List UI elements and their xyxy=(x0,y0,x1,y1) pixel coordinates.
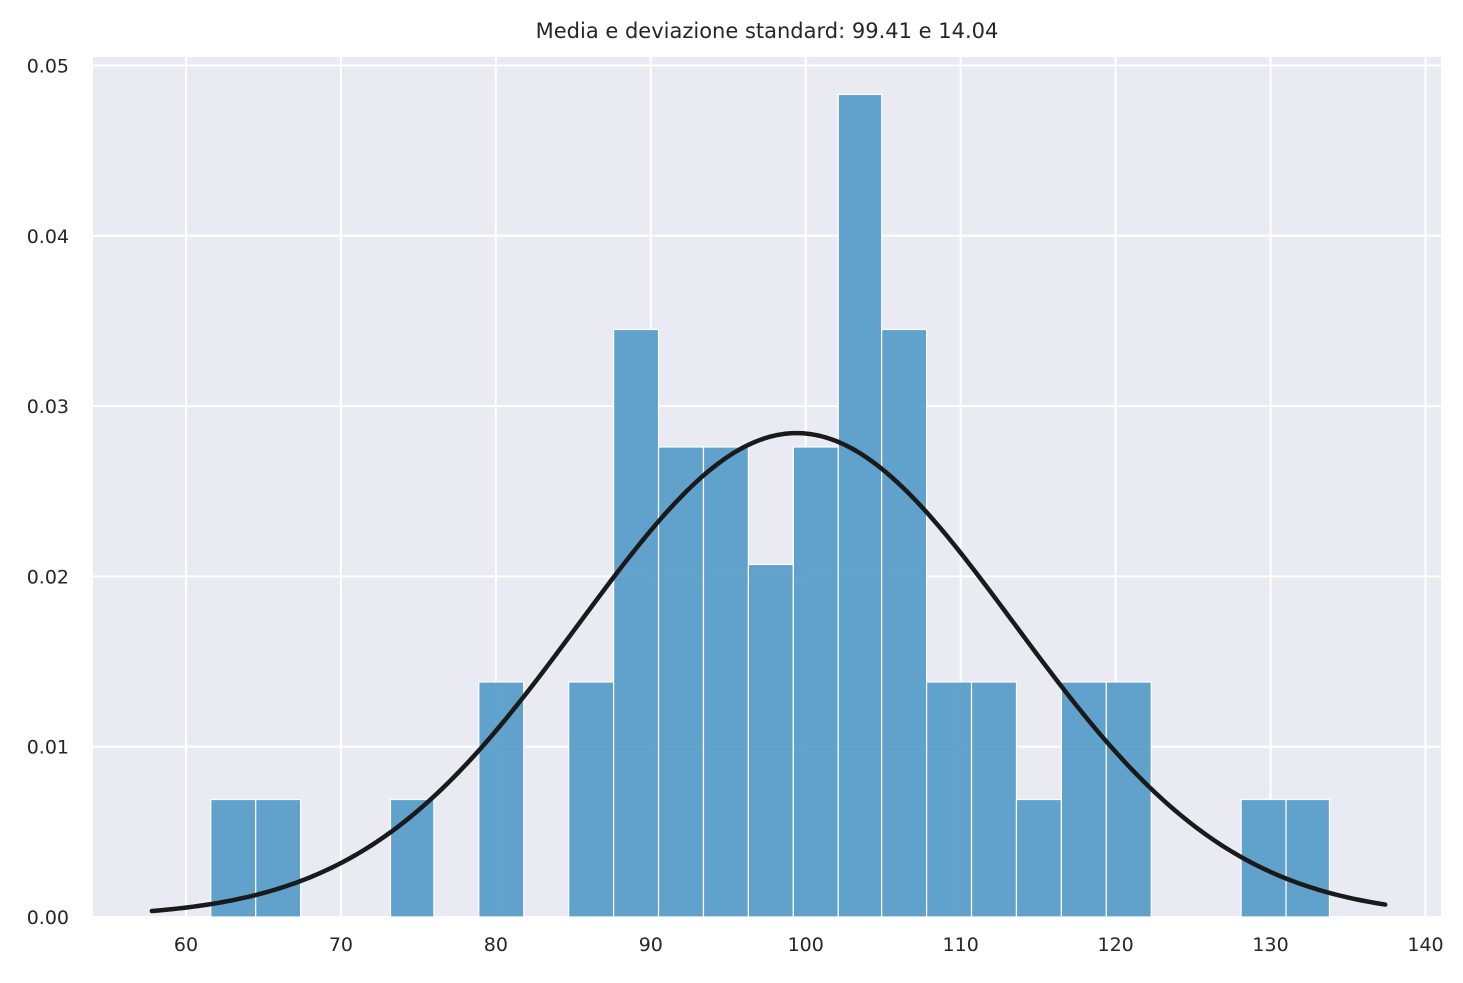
y-tick-label: 0.05 xyxy=(27,56,69,78)
histogram-bar xyxy=(613,328,660,918)
histogram-bar xyxy=(1060,681,1107,918)
x-tick-label: 140 xyxy=(1407,934,1443,956)
histogram-bar xyxy=(255,798,302,918)
normal-curve xyxy=(149,430,1388,914)
y-tick-label: 0.03 xyxy=(27,396,69,418)
y-tick-labels: 0.00 0.01 0.02 0.03 0.04 0.05 xyxy=(27,56,69,929)
x-tick-label: 110 xyxy=(943,934,979,956)
y-tick-label: 0.00 xyxy=(27,907,69,929)
x-tick-label: 90 xyxy=(639,934,663,956)
histogram-bar xyxy=(389,798,435,918)
histogram-bar xyxy=(702,446,750,918)
x-tick-label: 60 xyxy=(174,934,198,956)
histogram-bar xyxy=(925,681,973,918)
x-tick-label: 80 xyxy=(484,934,508,956)
histogram-bar xyxy=(568,681,615,918)
histogram-bar xyxy=(1285,798,1331,918)
chart-title: Media e deviazione standard: 99.41 e 14.… xyxy=(536,19,999,43)
x-tick-label: 130 xyxy=(1252,934,1288,956)
x-tick-label: 100 xyxy=(788,934,824,956)
y-tick-label: 0.01 xyxy=(27,737,69,759)
histogram-bar xyxy=(1105,681,1152,918)
histogram-bar xyxy=(747,563,794,918)
y-tick-label: 0.02 xyxy=(27,566,69,588)
histogram-bar xyxy=(1015,798,1062,918)
histogram-bar xyxy=(837,93,883,918)
histogram-bar xyxy=(792,446,839,918)
histogram-bar xyxy=(881,328,928,918)
y-tick-label: 0.04 xyxy=(27,226,69,248)
histogram-bar xyxy=(478,681,525,918)
histogram-bar xyxy=(970,681,1018,918)
histogram-bar xyxy=(657,446,705,918)
x-tick-label: 70 xyxy=(329,934,353,956)
histogram-bars xyxy=(210,93,1331,918)
x-tick-labels: 60 70 80 90 100 110 120 130 140 xyxy=(174,934,1444,956)
x-tick-label: 120 xyxy=(1097,934,1133,956)
